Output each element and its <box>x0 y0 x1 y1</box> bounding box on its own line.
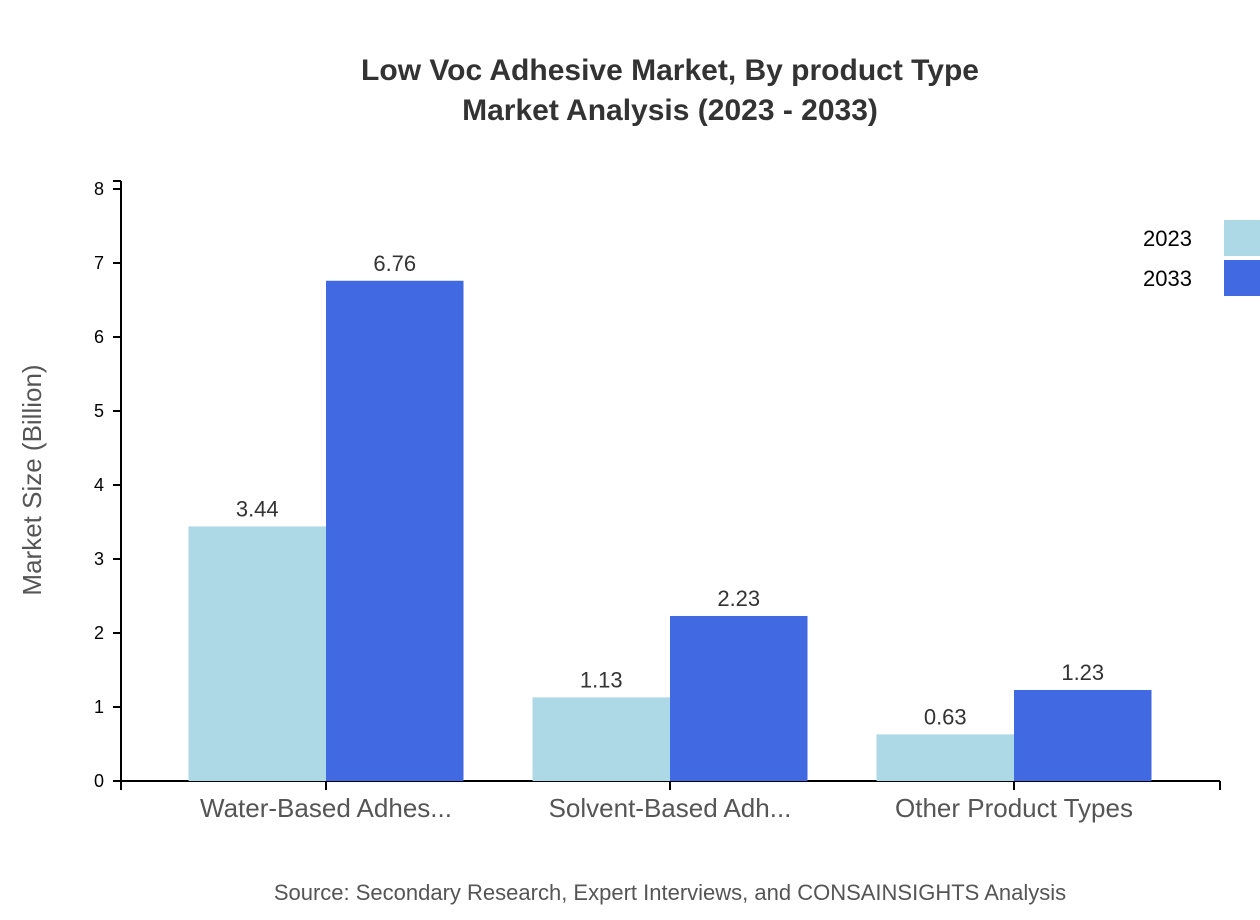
bar-2023 <box>876 734 1014 781</box>
x-tick-label: Water-Based Adhes... <box>200 793 452 823</box>
legend-swatch-2023 <box>1224 220 1260 256</box>
y-tick-label: 1 <box>94 697 104 717</box>
data-label: 0.63 <box>924 704 967 729</box>
y-tick-label: 6 <box>94 327 104 347</box>
data-label: 6.76 <box>373 251 416 276</box>
data-label: 1.23 <box>1061 660 1104 685</box>
bar-2023 <box>532 697 670 781</box>
data-label: 3.44 <box>236 496 279 521</box>
chart-subtitle: Market Analysis (2023 - 2033) <box>462 94 878 127</box>
legend-swatch-2033 <box>1224 260 1260 296</box>
y-tick-label: 3 <box>94 549 104 569</box>
y-tick-label: 0 <box>94 771 104 791</box>
y-tick-label: 8 <box>94 179 104 199</box>
x-tick-label: Other Product Types <box>895 793 1133 823</box>
legend-label: 2033 <box>1143 266 1192 291</box>
data-label: 1.13 <box>580 667 623 692</box>
bar-2033 <box>1014 689 1152 781</box>
source-note: Source: Secondary Research, Expert Inter… <box>274 880 1066 905</box>
y-tick-label: 5 <box>94 401 104 421</box>
bar-2033 <box>670 615 808 781</box>
y-tick-label: 2 <box>94 623 104 643</box>
bar-2033 <box>326 280 464 781</box>
data-label: 2.23 <box>717 586 760 611</box>
x-tick-label: Solvent-Based Adh... <box>549 793 792 823</box>
bar-2023 <box>188 526 326 781</box>
y-axis-label: Market Size (Billion) <box>17 364 47 595</box>
chart-title: Low Voc Adhesive Market, By product Type <box>361 54 979 87</box>
legend-label: 2023 <box>1143 226 1192 251</box>
y-tick-label: 7 <box>94 253 104 273</box>
y-tick-label: 4 <box>94 475 104 495</box>
